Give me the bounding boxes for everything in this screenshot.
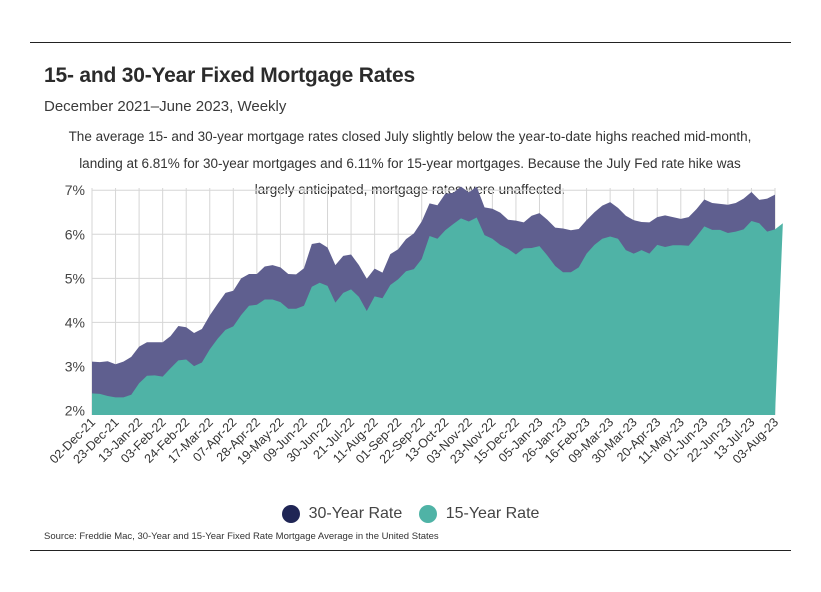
axes: 7%6%5%4%3%2%02-Dec-2123-Dec-2113-Jan-220… <box>47 182 781 467</box>
legend-label-30-year: 30-Year Rate <box>308 505 403 522</box>
y-tick-label: 6% <box>65 226 85 242</box>
area-series <box>92 186 783 415</box>
top-rule <box>30 42 791 43</box>
bottom-rule <box>30 550 791 551</box>
legend-item-15-year: 15-Year Rate <box>418 505 540 523</box>
chart-title: 15- and 30-Year Fixed Mortgage Rates <box>44 64 415 87</box>
legend-swatch-15-year <box>418 505 437 523</box>
y-tick-label: 4% <box>65 314 85 330</box>
source-note: Source: Freddie Mac, 30-Year and 15-Year… <box>44 531 439 542</box>
legend-item-30-year: 30-Year Rate <box>281 505 403 523</box>
y-tick-label: 5% <box>65 270 85 286</box>
legend: 30-Year Rate 15-Year Rate <box>0 505 821 528</box>
legend-swatch-30-year <box>281 505 300 523</box>
y-tick-label: 3% <box>65 359 85 375</box>
y-tick-label: 7% <box>65 182 85 198</box>
legend-label-15-year: 15-Year Rate <box>445 505 540 522</box>
y-tick-label: 2% <box>65 403 85 419</box>
chart-subtitle: December 2021–June 2023, Weekly <box>44 98 287 115</box>
chart-description: The average 15- and 30-year mortgage rat… <box>68 129 752 197</box>
series-15-year-area <box>92 217 783 415</box>
